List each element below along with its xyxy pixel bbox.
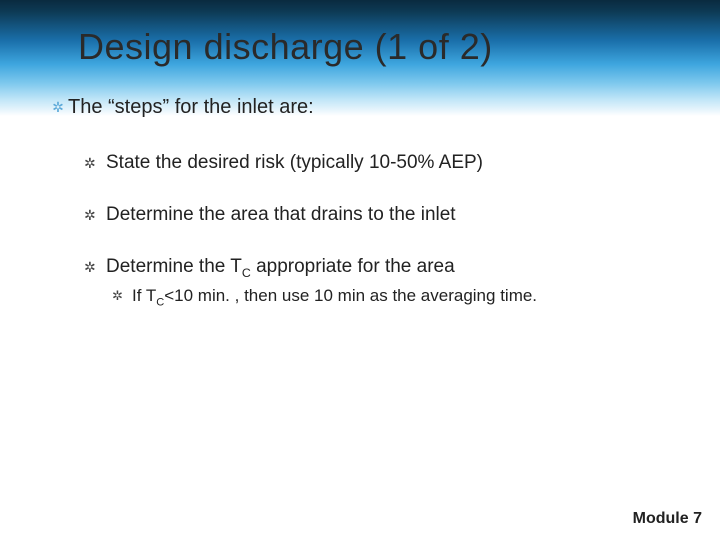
footer-module: Module 7 bbox=[633, 510, 702, 528]
bullet-lvl2: ✲ Determine the TC appropriate for the a… bbox=[84, 254, 690, 280]
text-part: If T bbox=[132, 286, 156, 305]
lvl2-text: Determine the TC appropriate for the are… bbox=[106, 254, 455, 280]
content-area: ✲ The “steps” for the inlet are: ✲ State… bbox=[48, 94, 690, 320]
lvl3-text: If TC<10 min. , then use 10 min as the a… bbox=[132, 284, 537, 308]
bullet-lvl1: ✲ The “steps” for the inlet are: bbox=[48, 94, 690, 120]
text-part: appropriate for the area bbox=[251, 256, 455, 277]
text-part: <10 min. , then use 10 min as the averag… bbox=[164, 286, 537, 305]
bullet-lvl2: ✲ State the desired risk (typically 10-5… bbox=[84, 150, 690, 176]
slide-title: Design discharge (1 of 2) bbox=[78, 26, 493, 68]
lvl1-text: The “steps” for the inlet are: bbox=[68, 94, 314, 120]
star-icon: ✲ bbox=[48, 94, 68, 120]
lvl2-list: ✲ State the desired risk (typically 10-5… bbox=[84, 150, 690, 308]
slide: Design discharge (1 of 2) ✲ The “steps” … bbox=[0, 0, 720, 540]
star-icon: ✲ bbox=[84, 254, 106, 280]
lvl2-text: Determine the area that drains to the in… bbox=[106, 202, 456, 228]
subscript: C bbox=[242, 266, 251, 280]
star-icon: ✲ bbox=[84, 202, 106, 228]
bullet-lvl2: ✲ Determine the area that drains to the … bbox=[84, 202, 690, 228]
lvl2-text: State the desired risk (typically 10-50%… bbox=[106, 150, 483, 176]
star-icon: ✲ bbox=[84, 150, 106, 176]
lvl3-list: ✲ If TC<10 min. , then use 10 min as the… bbox=[112, 284, 690, 308]
star-icon: ✲ bbox=[112, 284, 132, 308]
bullet-lvl3: ✲ If TC<10 min. , then use 10 min as the… bbox=[112, 284, 690, 308]
text-part: Determine the T bbox=[106, 256, 242, 277]
